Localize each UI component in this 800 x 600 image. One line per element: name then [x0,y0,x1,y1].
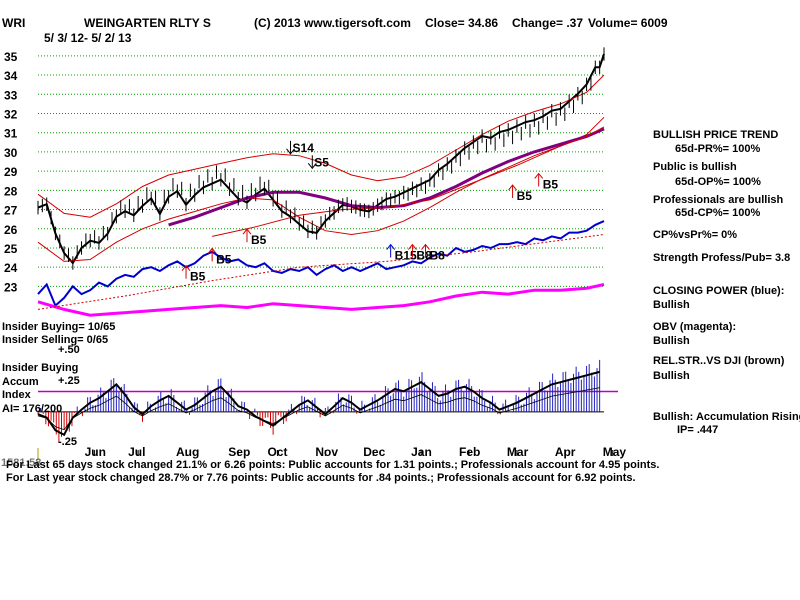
month-label-apr: Apr [555,445,576,459]
price-tick-35: 35 [4,50,18,64]
ip-value: IP= .447 [677,424,718,436]
accumulation-panel [37,359,618,442]
left-panel: Insider Buying= 10/65 Insider Selling= 0… [2,321,115,448]
date-range: 5/ 3/ 12- 5/ 2/ 13 [44,31,132,45]
price-tick-27: 27 [4,204,18,218]
axes: 23 24 25 26 27 28 29 30 31 32 33 34 35 Jun Jul Aug Sep Oc… [4,50,626,460]
signal-label-b5: B5 [251,233,267,247]
accum-label: Accum [2,376,39,388]
series-lines [37,47,605,317]
right-panel: BULLISH PRICE TREND 65d-PR%= 100% Public… [653,129,800,436]
series-closing-power-blue- [37,220,605,308]
copyright: (C) 2013 www.tigersoft.com [254,16,411,30]
month-label-jun: Jun [85,445,106,459]
signal-label-b15: B15 [395,249,417,263]
price-tick-34: 34 [4,69,18,83]
month-label-feb: Feb [459,445,480,459]
closing-power-title: CLOSING POWER (blue): [653,285,784,297]
accum-axis-plus50: +.50 [58,344,80,356]
price-tick-29: 29 [4,165,18,179]
signal-label-b5: B5 [216,252,232,266]
accum-axis-minus25: -.25 [58,436,77,448]
price-tick-30: 30 [4,146,18,160]
price-tick-26: 26 [4,223,18,237]
price-tick-31: 31 [4,127,18,141]
month-label-nov: Nov [315,445,338,459]
footer-overlap-text: 1581:58 [1,457,41,469]
insider-buying-count: Insider Buying= 10/65 [2,321,115,333]
series-lower-band [37,116,605,262]
price-tick-24: 24 [4,261,18,275]
closing-power-state: Bullish [653,299,690,311]
month-label-aug: Aug [176,445,199,459]
month-label-jul: Jul [128,445,145,459]
accum-title: Bullish: Accumulation Rising [653,411,800,423]
obv-state: Bullish [653,335,690,347]
series-upper-band [37,74,605,218]
signal-label-b5: B5 [517,189,533,203]
relstr-title: REL.STR..VS DJI (brown) [653,355,785,367]
signal-arrow-head [242,228,252,235]
series-rel-str-vs-dji-price-band- [212,126,605,237]
public-label: Public is bullish [653,161,737,173]
signal-label-s5: S5 [314,155,329,169]
price-tick-25: 25 [4,242,18,256]
month-label-dec: Dec [363,445,385,459]
series-rel-str-vs-dji-dotted- [37,234,605,310]
footer: For Last 65 days stock changed 21.1% or … [1,457,659,484]
signal-arrow-head [408,243,417,250]
index-label: Index [2,389,32,401]
change-value: Change= .37 [512,16,583,30]
pr-value: 65d-PR%= 100% [675,143,761,155]
signal-label-b8: B8 [416,249,432,263]
footer-line-year: For Last year stock changed 28.7% or 7.7… [6,472,636,484]
accum-index-line [37,370,600,437]
trend-title: BULLISH PRICE TREND [653,129,778,141]
insider-buying-line-label: Insider Buying [2,362,78,374]
accum-ma-line [37,387,600,431]
price-tick-23: 23 [4,280,18,294]
signal-arrow-head [386,243,396,250]
month-label-mar: Mar [507,445,529,459]
footer-line-65day: For Last 65 days stock changed 21.1% or … [6,459,659,471]
price-tick-28: 28 [4,184,18,198]
signal-arrow-head [508,184,517,191]
signal-arrow-head [286,148,295,155]
month-label-jan: Jan [411,445,432,459]
volume-value: Volume= 6009 [588,16,668,30]
relstr-state: Bullish [653,370,690,382]
series-obv-magenta- [37,283,605,317]
signal-label-b5: B5 [543,177,559,191]
strength-value: Strength Profess/Pub= 3.8 [653,252,790,264]
pros-label: Professionals are bullish [653,194,783,206]
accum-axis-plus25: +.25 [58,375,80,387]
signal-arrow-head [307,162,317,170]
price-tick-33: 33 [4,88,18,102]
month-label-may: May [603,445,627,459]
stock-name: WEINGARTEN RLTY S [84,16,211,30]
op-value: 65d-OP%= 100% [675,176,761,188]
ai-value: AI= 176/200 [2,403,62,415]
ticker-label: WRI [2,16,25,30]
insider-selling-count: Insider Selling= 0/65 [2,334,108,346]
cp-value: 65d-CP%= 100% [675,207,761,219]
close-price: Close= 34.86 [425,16,498,30]
signal-arrow-head [207,247,217,254]
month-label-sep: Sep [228,445,250,459]
month-label-oct: Oct [267,445,287,459]
signal-label-s14: S14 [293,141,315,155]
signal-label-b5: B5 [190,270,206,284]
gridlines [38,55,604,287]
price-tick-32: 32 [4,107,18,121]
signal-arrow-head [181,264,191,272]
obv-title: OBV (magenta): [653,321,736,333]
cpvspr-value: CP%vsPr%= 0% [653,229,737,241]
signal-arrow-head [534,172,544,179]
signal-label-b8: B8 [429,249,445,263]
signal-arrow-head [421,243,430,250]
